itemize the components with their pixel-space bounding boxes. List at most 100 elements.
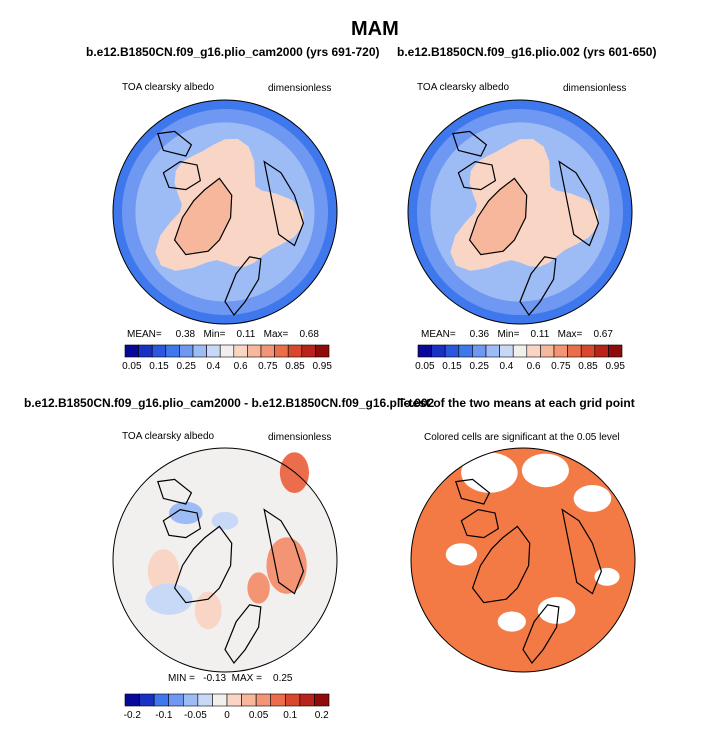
non-significant-region-0 xyxy=(461,452,518,493)
cb3-tick-1: -0.1 xyxy=(155,710,173,721)
panel1-max-label: Max= xyxy=(263,329,289,340)
background-field xyxy=(113,448,337,672)
cb2-tick-4: 0.6 xyxy=(527,361,541,372)
coastline-0 xyxy=(468,177,528,256)
panel1-stats: MEAN= 0.38 Min= 0.11 Max= 0.68 xyxy=(127,329,319,340)
coastline-1 xyxy=(457,160,497,191)
panel2-max-value: 0.67 xyxy=(593,329,613,340)
coastline-2 xyxy=(519,256,557,317)
coastline-1 xyxy=(460,508,500,539)
map-border xyxy=(112,447,338,673)
map-border xyxy=(410,447,636,673)
cb1-tick-5: 0.75 xyxy=(258,361,278,372)
coastline-2 xyxy=(224,604,262,665)
coastline-4 xyxy=(157,478,193,505)
panel1-units: dimensionless xyxy=(268,83,332,94)
panel3-stats: MIN = -0.13 MAX = 0.25 xyxy=(168,673,293,684)
map-cells xyxy=(411,448,635,672)
coastline-0 xyxy=(173,525,233,604)
panel2-stats: MEAN= 0.36 Min= 0.11 Max= 0.67 xyxy=(421,329,613,340)
cb2-tick-5: 0.75 xyxy=(551,361,571,372)
panel2-mean-value: 0.36 xyxy=(469,329,490,340)
non-significant-region-4 xyxy=(537,596,576,624)
greenland-field xyxy=(174,178,232,255)
coastline-3 xyxy=(561,508,603,595)
coastline-0 xyxy=(471,525,531,604)
cb3-tick-6: 0.2 xyxy=(315,710,329,721)
cb2-tick-3: 0.4 xyxy=(499,361,513,372)
cb3-tick-4: 0.05 xyxy=(249,710,269,721)
map-border xyxy=(112,99,338,325)
positive-anomaly-2 xyxy=(247,572,270,604)
panel1-min-value: 0.11 xyxy=(236,329,256,340)
negative-anomaly-0 xyxy=(169,501,203,525)
cb3-tick-2: -0.05 xyxy=(184,710,207,721)
cb2-tick-2: 0.25 xyxy=(469,361,489,372)
cb2-box-14 xyxy=(608,344,623,358)
cb1-tick-4: 0.6 xyxy=(234,361,248,372)
panel4-subtitle: Colored cells are significant at the 0.0… xyxy=(424,432,620,443)
map-border xyxy=(407,99,633,325)
panel4-title: T-test of the two means at each grid poi… xyxy=(398,396,635,410)
cb3-tick-3: 0 xyxy=(224,710,230,721)
cb1-tick-7: 0.95 xyxy=(312,361,332,372)
cb1-tick-1: 0.15 xyxy=(149,361,169,372)
coastline-2 xyxy=(224,256,262,317)
panel2-max-label: Max= xyxy=(557,329,583,340)
panel2-units: dimensionless xyxy=(563,83,627,94)
panel3-variable: TOA clearsky albedo xyxy=(122,431,215,442)
panel1-max-value: 0.68 xyxy=(299,329,319,340)
cb3-box-13 xyxy=(314,693,330,707)
negative-anomaly-2 xyxy=(211,511,239,530)
panel1-mean-label: MEAN= xyxy=(127,329,162,340)
panel2-variable: TOA clearsky albedo xyxy=(417,82,510,93)
panel2-min-value: 0.11 xyxy=(530,329,550,340)
cb1-tick-0: 0.05 xyxy=(122,361,142,372)
panel1-title: b.e12.B1850CN.f09_g16.plio_cam2000 (yrs … xyxy=(86,45,380,59)
panel3-title: b.e12.B1850CN.f09_g16.plio_cam2000 - b.e… xyxy=(24,396,435,410)
non-significant-region-3 xyxy=(445,543,478,566)
panel1-min-label: Min= xyxy=(203,329,226,340)
cb2-tick-6: 0.85 xyxy=(578,361,598,372)
coastline-3 xyxy=(558,160,600,247)
coastline-4 xyxy=(455,478,491,505)
non-significant-region-5 xyxy=(497,611,526,632)
negative-anomaly-1 xyxy=(145,583,193,615)
panel2-mean-label: MEAN= xyxy=(421,329,456,340)
cb3-tick-0: -0.2 xyxy=(124,710,142,721)
cb2-tick-7: 0.95 xyxy=(605,361,625,372)
positive-anomaly-4 xyxy=(147,549,180,594)
coastline-1 xyxy=(162,160,202,191)
coastline-3 xyxy=(263,160,305,247)
non-significant-region-6 xyxy=(594,567,620,586)
cb2-tick-1: 0.15 xyxy=(442,361,462,372)
significant-field xyxy=(411,448,635,672)
coastline-0 xyxy=(173,177,233,256)
coastline-2 xyxy=(522,604,560,665)
coastline-1 xyxy=(162,508,202,539)
greenland-field xyxy=(469,178,527,255)
non-significant-region-2 xyxy=(573,484,612,512)
panel2-title: b.e12.B1850CN.f09_g16.plio.002 (yrs 601-… xyxy=(397,45,657,59)
cb1-tick-6: 0.85 xyxy=(285,361,305,372)
cb1-box-14 xyxy=(315,344,330,358)
coastline-4 xyxy=(157,130,193,157)
map-cells xyxy=(408,100,632,324)
cb1-tick-3: 0.4 xyxy=(206,361,220,372)
cb2-tick-0: 0.05 xyxy=(415,361,435,372)
panel2-min-label: Min= xyxy=(497,329,520,340)
positive-anomaly-3 xyxy=(194,591,222,630)
map-cells xyxy=(113,100,337,324)
panel3-units: dimensionless xyxy=(268,432,332,443)
non-significant-region-1 xyxy=(521,453,569,488)
coastline-4 xyxy=(452,130,488,157)
cb3-tick-5: 0.1 xyxy=(283,710,297,721)
coastline-3 xyxy=(263,508,305,595)
